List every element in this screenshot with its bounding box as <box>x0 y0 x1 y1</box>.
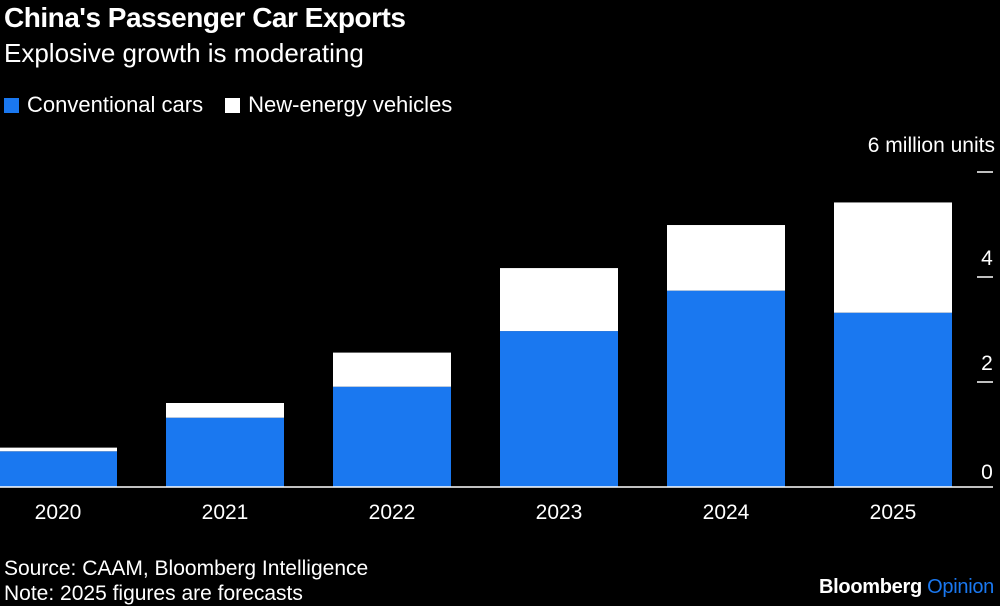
x-tick-label-2024: 2024 <box>703 501 750 524</box>
chart-title: China's Passenger Car Exports <box>4 2 406 33</box>
y-axis-unit-label: 6 million units <box>868 134 995 157</box>
bar-nev-2025 <box>834 202 952 313</box>
x-tick-label-2022: 2022 <box>369 501 416 524</box>
bar-nev-2024 <box>667 225 785 291</box>
stacked-bar-chart: 6 million units 0 2 4 2020 2021 2022 2023 2024 20… <box>0 134 995 524</box>
x-tick-label-2021: 2021 <box>202 501 249 524</box>
y-tick-label-0: 0 <box>981 461 993 484</box>
legend-label-conventional: Conventional cars <box>27 92 204 117</box>
legend-item-conventional: Conventional cars <box>4 92 203 118</box>
bar-conventional-2020 <box>0 451 117 487</box>
legend: Conventional cars New-energy vehicles <box>4 92 474 118</box>
bar-nev-2023 <box>500 268 618 332</box>
x-tick-label-2023: 2023 <box>536 501 583 524</box>
legend-swatch-conventional <box>4 97 19 113</box>
bar-nev-2021 <box>166 403 284 418</box>
bar-conventional-2023 <box>500 331 618 487</box>
legend-swatch-nev <box>225 97 241 113</box>
bar-conventional-2022 <box>333 386 451 487</box>
chart-subtitle: Explosive growth is moderating <box>4 38 364 68</box>
legend-label-nev: New-energy vehicles <box>248 92 453 117</box>
x-tick-label-2025: 2025 <box>870 501 917 524</box>
legend-item-nev: New-energy vehicles <box>225 92 452 118</box>
brand-name: Bloomberg <box>819 576 922 598</box>
forecast-note: Note: 2025 figures are forecasts <box>4 582 303 605</box>
y-tick-label-4: 4 <box>981 247 993 270</box>
bar-nev-2020 <box>0 447 117 452</box>
footer: Source: CAAM, Bloomberg Intelligence Not… <box>4 556 368 606</box>
x-tick-label-2020: 2020 <box>35 501 82 524</box>
brand-logo: Bloomberg Opinion <box>819 576 994 599</box>
y-tick-label-2: 2 <box>981 352 993 375</box>
bar-conventional-2021 <box>166 417 284 487</box>
bar-conventional-2025 <box>834 312 952 487</box>
source-note: Source: CAAM, Bloomberg Intelligence <box>4 557 369 580</box>
bar-conventional-2024 <box>667 290 785 487</box>
bar-nev-2022 <box>333 352 451 387</box>
brand-suffix: Opinion <box>927 576 994 598</box>
